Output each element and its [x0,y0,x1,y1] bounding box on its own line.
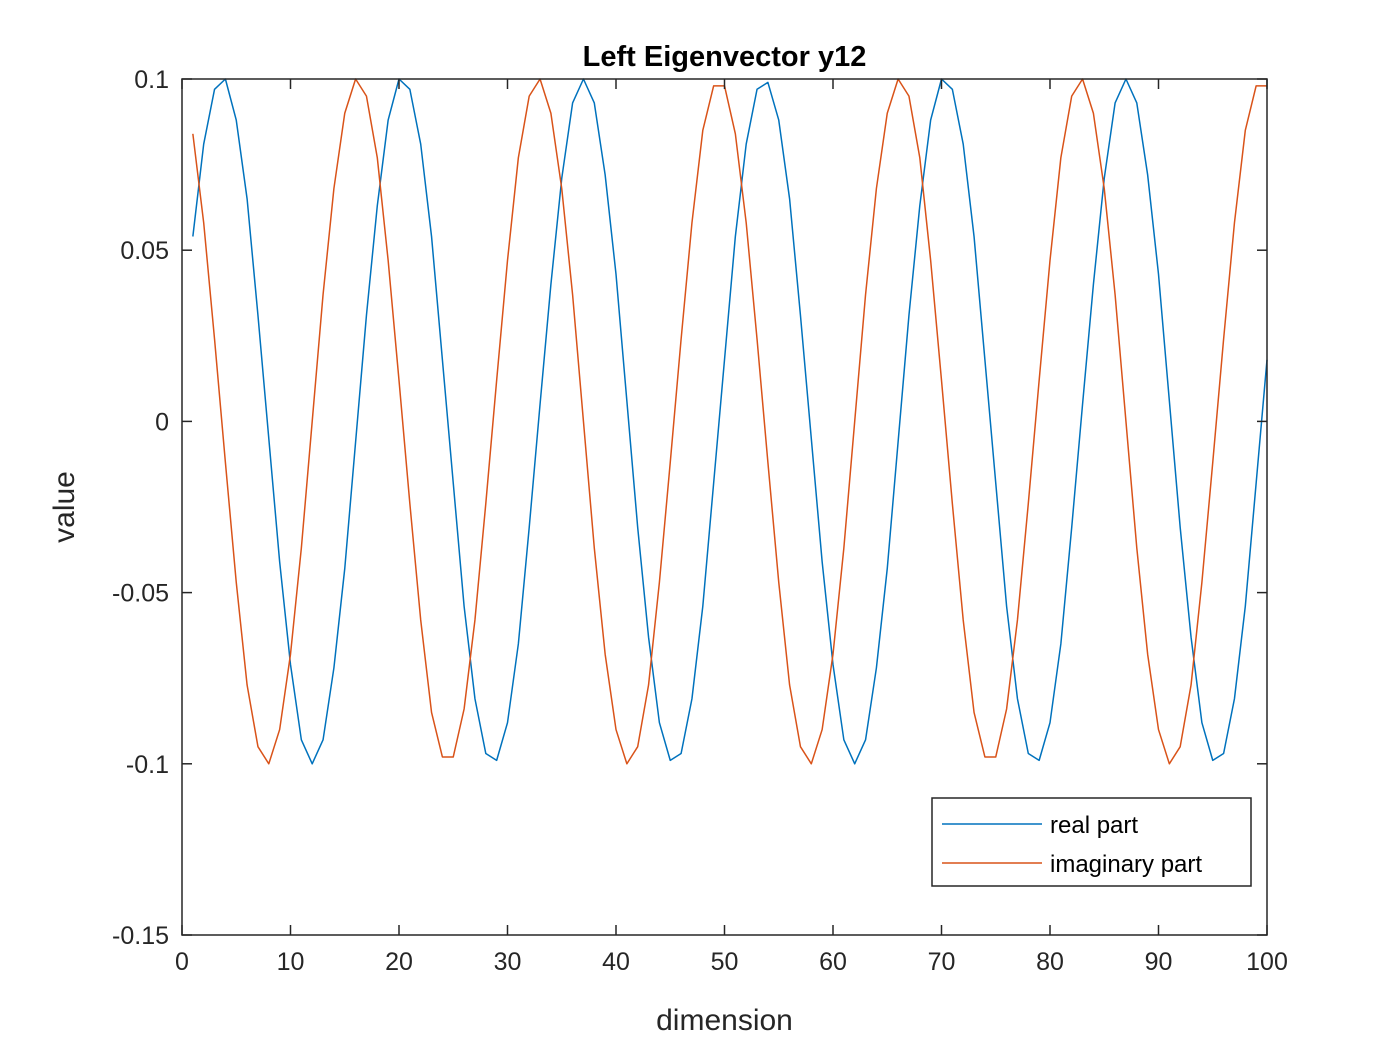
x-tick-label: 100 [1246,948,1288,976]
y-tick-label: -0.15 [112,922,169,950]
x-tick-label: 0 [175,948,189,976]
x-tick-label: 10 [277,948,305,976]
legend-label-real-part: real part [1050,812,1138,839]
x-tick-label: 60 [819,948,847,976]
x-tick-label: 50 [711,948,739,976]
ticks-layer: 0 10 20 30 40 50 60 70 80 90 100 -0.15 -0.1 -0.05 0 0.0… [112,66,1288,976]
y-tick-label: -0.05 [112,580,169,608]
legend-label-imaginary-part: imaginary part [1050,851,1202,878]
x-tick-label: 40 [602,948,630,976]
y-tick-label: -0.1 [126,751,169,779]
plot-area [182,79,1267,935]
x-tick-label: 80 [1036,948,1064,976]
chart-title: Left Eigenvector y12 [583,41,867,73]
y-tick-label: 0.1 [134,66,169,94]
x-tick-label: 70 [928,948,956,976]
y-tick-label: 0.05 [120,237,169,265]
series-layer [192,78,1268,765]
y-tick-label: 0 [155,408,169,436]
series-line-imaginary-part [192,78,1267,765]
x-tick-label: 20 [385,948,413,976]
series-line-real-part [192,78,1268,765]
x-axis-label: dimension [656,1004,793,1037]
axes-box [181,78,1268,936]
legend-box [931,797,1252,887]
y-axis-label: value [48,471,81,543]
legend: real part imaginary part [931,797,1252,887]
x-tick-label: 90 [1145,948,1173,976]
x-tick-label: 30 [494,948,522,976]
